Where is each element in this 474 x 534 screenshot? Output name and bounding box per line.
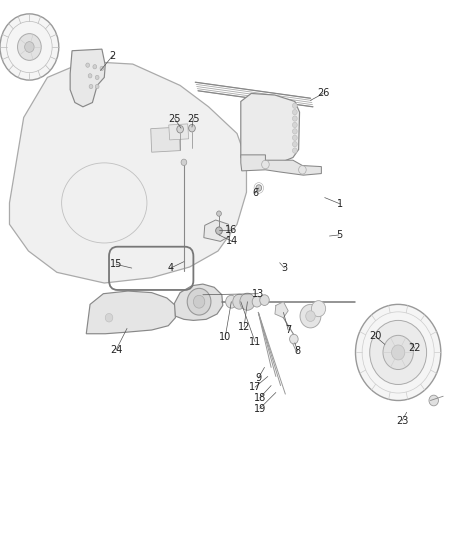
Circle shape bbox=[292, 135, 297, 140]
Circle shape bbox=[292, 103, 297, 108]
Text: 25: 25 bbox=[187, 114, 200, 123]
Circle shape bbox=[181, 159, 187, 166]
Polygon shape bbox=[241, 93, 300, 163]
Polygon shape bbox=[151, 127, 180, 152]
Polygon shape bbox=[204, 220, 230, 241]
Text: 12: 12 bbox=[238, 322, 250, 332]
Text: 16: 16 bbox=[225, 225, 237, 234]
Circle shape bbox=[189, 124, 195, 132]
Circle shape bbox=[292, 142, 297, 147]
Text: 19: 19 bbox=[254, 404, 266, 413]
Text: 11: 11 bbox=[249, 337, 261, 347]
Polygon shape bbox=[70, 49, 105, 107]
Circle shape bbox=[93, 65, 97, 69]
Text: 20: 20 bbox=[369, 332, 382, 341]
Circle shape bbox=[187, 288, 211, 315]
Text: 25: 25 bbox=[168, 114, 181, 123]
Circle shape bbox=[392, 345, 405, 360]
Circle shape bbox=[292, 129, 297, 134]
Circle shape bbox=[89, 84, 93, 89]
Circle shape bbox=[300, 304, 321, 328]
Text: 15: 15 bbox=[110, 260, 122, 269]
Text: 7: 7 bbox=[285, 325, 292, 335]
Polygon shape bbox=[86, 291, 175, 334]
Text: 4: 4 bbox=[168, 263, 173, 273]
Circle shape bbox=[95, 75, 99, 80]
Circle shape bbox=[25, 42, 34, 52]
Circle shape bbox=[256, 185, 262, 191]
Text: 18: 18 bbox=[254, 393, 266, 403]
Circle shape bbox=[311, 301, 326, 317]
Circle shape bbox=[429, 395, 438, 406]
Circle shape bbox=[177, 125, 183, 133]
Text: 17: 17 bbox=[249, 382, 261, 392]
Text: 5: 5 bbox=[336, 230, 342, 240]
Polygon shape bbox=[241, 155, 321, 175]
Text: 3: 3 bbox=[282, 263, 287, 273]
Text: 9: 9 bbox=[255, 373, 261, 383]
Circle shape bbox=[217, 211, 221, 216]
Text: 13: 13 bbox=[252, 289, 264, 299]
Circle shape bbox=[292, 148, 297, 153]
Circle shape bbox=[290, 334, 298, 344]
Circle shape bbox=[226, 295, 237, 308]
Text: 24: 24 bbox=[110, 345, 122, 355]
Polygon shape bbox=[9, 61, 246, 283]
Circle shape bbox=[292, 109, 297, 115]
Text: 6: 6 bbox=[252, 189, 258, 198]
Text: 10: 10 bbox=[219, 333, 231, 342]
Text: 26: 26 bbox=[317, 89, 329, 98]
Circle shape bbox=[193, 295, 205, 308]
Polygon shape bbox=[275, 302, 288, 318]
Circle shape bbox=[86, 63, 90, 67]
Circle shape bbox=[216, 227, 222, 234]
Circle shape bbox=[260, 295, 269, 305]
Text: 14: 14 bbox=[226, 237, 238, 246]
Circle shape bbox=[18, 34, 41, 60]
Text: 22: 22 bbox=[409, 343, 421, 353]
Circle shape bbox=[383, 335, 413, 370]
Circle shape bbox=[105, 313, 113, 322]
Text: 2: 2 bbox=[109, 51, 116, 60]
Polygon shape bbox=[174, 284, 223, 320]
Circle shape bbox=[100, 66, 104, 70]
Circle shape bbox=[95, 84, 99, 89]
Circle shape bbox=[292, 116, 297, 121]
Text: 23: 23 bbox=[396, 416, 408, 426]
Circle shape bbox=[0, 14, 59, 80]
Circle shape bbox=[88, 74, 92, 78]
Polygon shape bbox=[169, 124, 189, 140]
Circle shape bbox=[306, 311, 315, 321]
Text: 1: 1 bbox=[337, 199, 343, 209]
Circle shape bbox=[252, 296, 262, 307]
Circle shape bbox=[356, 304, 441, 400]
Text: 8: 8 bbox=[295, 347, 301, 356]
Circle shape bbox=[292, 122, 297, 128]
Circle shape bbox=[233, 294, 246, 309]
Circle shape bbox=[370, 320, 427, 384]
Circle shape bbox=[240, 293, 255, 310]
